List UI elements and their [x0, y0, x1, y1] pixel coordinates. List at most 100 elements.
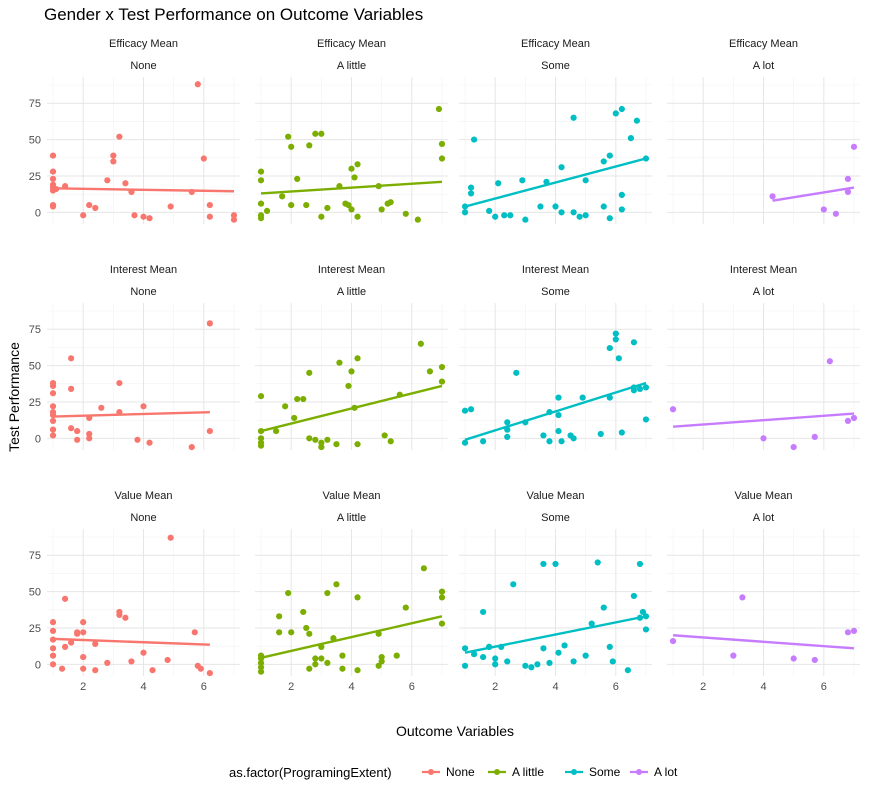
data-point — [80, 665, 87, 672]
x-tick-label: 4 — [760, 681, 766, 693]
data-point — [507, 212, 514, 219]
data-point — [324, 204, 331, 212]
data-point — [606, 152, 613, 159]
data-point — [345, 201, 352, 209]
data-point — [555, 411, 562, 419]
data-point — [470, 136, 478, 143]
x-tick-label: 2 — [492, 681, 498, 693]
data-point — [282, 403, 289, 410]
data-point — [80, 212, 87, 219]
data-point — [98, 404, 105, 411]
data-point — [312, 661, 319, 668]
data-point — [546, 659, 553, 667]
data-point — [579, 394, 586, 401]
strip-label: Value Mean — [735, 490, 793, 502]
facet-panel: Value Mean A little 2 4 6 — [255, 490, 448, 693]
data-point — [630, 387, 638, 394]
data-point — [206, 320, 213, 327]
trend-line — [52, 637, 210, 646]
strip-label: Value Mean — [323, 490, 381, 502]
data-point — [104, 177, 111, 184]
data-point — [116, 379, 123, 387]
data-point — [318, 655, 325, 662]
data-point — [318, 130, 325, 137]
x-tick-label: 4 — [140, 681, 146, 693]
data-point — [276, 629, 283, 636]
data-point — [61, 643, 69, 650]
data-point — [206, 213, 213, 220]
data-point — [618, 191, 625, 198]
data-point — [300, 608, 307, 616]
data-point — [104, 659, 111, 667]
legend-item: A lot — [630, 765, 678, 779]
data-point — [164, 656, 171, 664]
data-point — [461, 662, 469, 669]
data-point — [480, 438, 487, 445]
data-point — [140, 649, 147, 656]
data-point — [49, 168, 57, 175]
data-point — [276, 613, 283, 620]
facet-panel: Efficacy Mean A lot — [667, 38, 860, 224]
data-point — [306, 369, 313, 376]
data-point — [630, 339, 638, 346]
data-point — [612, 336, 619, 343]
data-point — [495, 180, 502, 187]
data-point — [49, 175, 57, 182]
data-point — [257, 215, 265, 222]
data-point — [92, 204, 99, 212]
data-point — [540, 560, 547, 568]
data-point — [354, 441, 361, 448]
data-point — [630, 592, 638, 600]
data-point — [639, 608, 647, 616]
data-point — [387, 199, 394, 206]
x-tick-label: 2 — [700, 681, 706, 693]
strip-label: A little — [337, 60, 366, 72]
data-point — [348, 165, 355, 172]
data-point — [438, 363, 446, 371]
data-point — [306, 435, 313, 442]
data-point — [528, 664, 535, 671]
data-point — [49, 390, 57, 397]
data-point — [461, 209, 469, 216]
data-point — [811, 656, 818, 664]
data-point — [257, 442, 265, 449]
y-tick-label: 50 — [29, 587, 41, 599]
trend-line — [672, 412, 855, 428]
trend-line — [464, 381, 647, 441]
strip-label: A lot — [753, 60, 774, 72]
x-tick-label: 6 — [821, 681, 827, 693]
data-point — [624, 667, 631, 674]
data-point — [348, 206, 355, 213]
x-tick-label: 2 — [80, 681, 86, 693]
facet-panel: Value Mean None 0 25 50 75 2 4 6 — [29, 490, 240, 693]
data-point — [80, 619, 87, 626]
data-point — [618, 105, 625, 113]
data-point — [504, 433, 511, 441]
facet-panel: Interest Mean A little — [255, 264, 448, 451]
data-point — [206, 201, 213, 209]
strip-label: Efficacy Mean — [109, 38, 178, 50]
data-point — [257, 168, 265, 175]
strip-label: None — [130, 60, 156, 72]
data-point — [288, 201, 295, 209]
strip-label: Value Mean — [115, 490, 173, 502]
data-point — [339, 652, 346, 659]
data-point — [606, 215, 613, 222]
data-point — [612, 110, 619, 117]
data-point — [461, 439, 469, 446]
x-tick-label: 6 — [409, 681, 415, 693]
facet-panel: Interest Mean Some — [459, 264, 652, 450]
data-point — [134, 436, 141, 443]
y-axis-title: Test Performance — [6, 342, 22, 452]
data-point — [49, 661, 57, 668]
data-point — [537, 203, 544, 210]
data-point — [588, 620, 595, 627]
data-point — [414, 216, 421, 223]
data-point — [426, 368, 434, 375]
data-point — [257, 435, 265, 442]
data-point — [844, 175, 852, 182]
data-point — [279, 193, 286, 200]
data-point — [318, 443, 325, 451]
data-point — [257, 177, 265, 184]
data-point — [470, 651, 478, 658]
